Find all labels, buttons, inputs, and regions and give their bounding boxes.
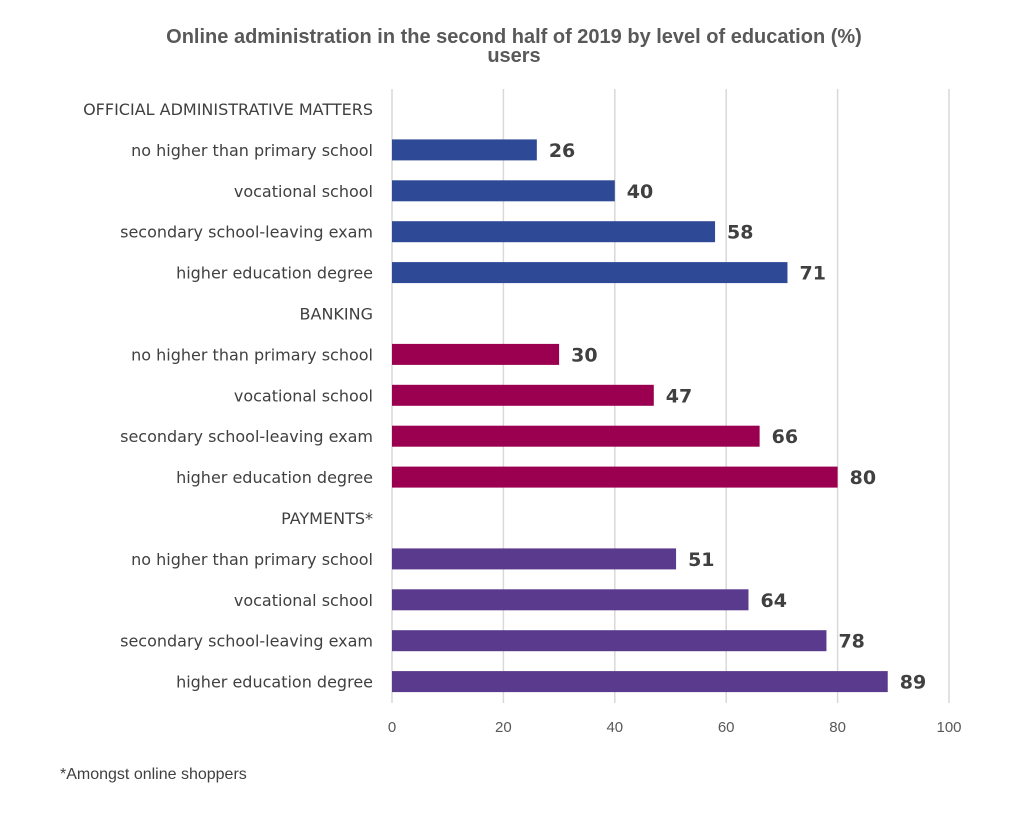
data-label: 40 (627, 181, 653, 203)
bar (392, 139, 537, 161)
bar (392, 466, 838, 488)
group-header: OFFICIAL ADMINISTRATIVE MATTERS (83, 100, 373, 119)
category-label: higher education degree (176, 264, 373, 283)
data-label: 64 (760, 590, 786, 612)
x-tick-label: 20 (495, 719, 512, 736)
category-label: higher education degree (176, 673, 373, 692)
group-header: PAYMENTS* (281, 509, 373, 528)
category-label: secondary school-leaving exam (120, 223, 373, 242)
data-label: 89 (900, 672, 926, 694)
category-label: secondary school-leaving exam (120, 632, 373, 651)
data-label: 26 (549, 140, 575, 162)
data-label: 80 (850, 467, 876, 489)
footnote: *Amongst online shoppers (60, 766, 247, 783)
bar (392, 384, 654, 406)
bar (392, 630, 827, 652)
x-tick-label: 100 (936, 719, 961, 736)
bar (392, 425, 760, 447)
data-label: 66 (772, 426, 798, 448)
x-axis-ticks: 0 20 40 60 80 100 (388, 719, 962, 736)
bar (392, 548, 677, 570)
bar (392, 671, 888, 693)
x-tick-label: 0 (388, 719, 396, 736)
chart-title: Online administration in the second half… (166, 26, 862, 48)
category-label: no higher than primary school (131, 345, 373, 364)
data-label: 58 (727, 222, 753, 244)
category-label: vocational school (234, 182, 373, 201)
chart-rows: OFFICIAL ADMINISTRATIVE MATTERS no higher… (83, 100, 926, 694)
category-label: vocational school (234, 591, 373, 610)
data-label: 78 (838, 631, 864, 653)
bar (392, 180, 615, 202)
category-label: vocational school (234, 386, 373, 405)
bar (392, 589, 749, 611)
x-tick-label: 80 (829, 719, 846, 736)
bar (392, 262, 788, 284)
category-label: higher education degree (176, 468, 373, 487)
x-tick-label: 40 (606, 719, 623, 736)
group-header: BANKING (300, 305, 373, 324)
bar (392, 221, 716, 243)
data-label: 51 (688, 549, 714, 571)
chart-subtitle: users (487, 45, 540, 67)
x-tick-label: 60 (718, 719, 735, 736)
data-label: 47 (666, 385, 692, 407)
category-label: secondary school-leaving exam (120, 427, 373, 446)
bar (392, 343, 560, 365)
data-label: 30 (571, 344, 597, 366)
category-label: no higher than primary school (131, 550, 373, 569)
category-label: no higher than primary school (131, 141, 373, 160)
data-label: 71 (799, 263, 825, 285)
